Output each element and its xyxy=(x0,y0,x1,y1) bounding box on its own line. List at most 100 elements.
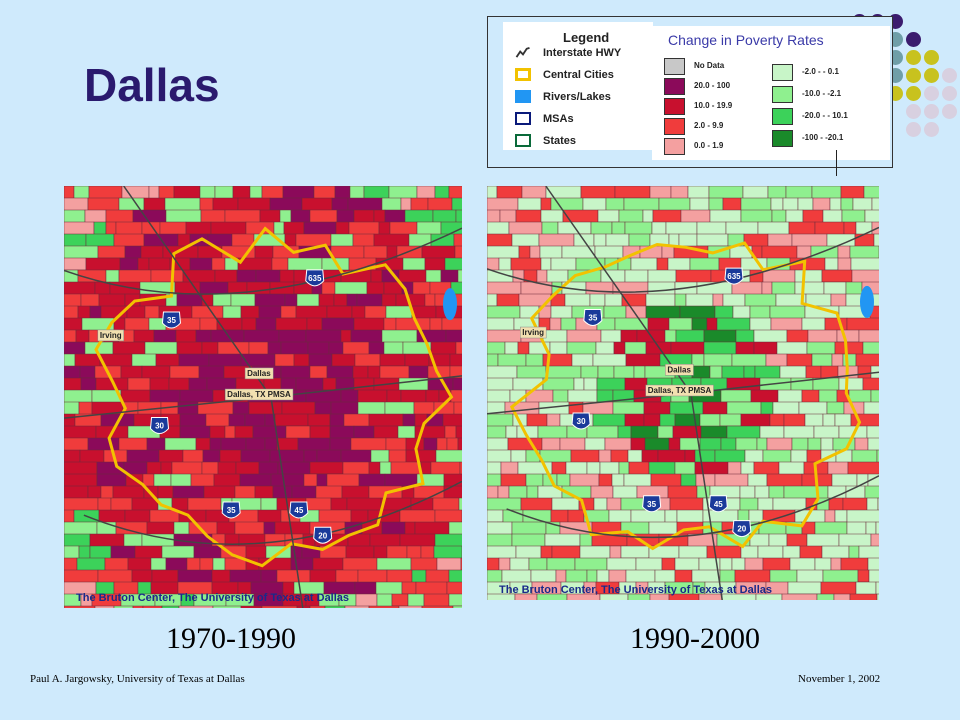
svg-text:Dallas: Dallas xyxy=(247,369,271,378)
census-tract xyxy=(64,257,87,271)
census-tract xyxy=(146,437,166,452)
swatch xyxy=(664,98,685,115)
census-tract xyxy=(150,269,184,283)
class-label: 0.0 - 1.9 xyxy=(694,141,724,150)
svg-text:30: 30 xyxy=(155,422,164,431)
census-tract xyxy=(696,485,711,499)
census-tract xyxy=(155,353,180,367)
class-label: 10.0 - 19.9 xyxy=(694,101,733,110)
census-tract xyxy=(448,593,462,607)
census-tract xyxy=(769,413,785,427)
census-tract xyxy=(376,557,412,571)
decor-dot xyxy=(906,50,921,65)
census-tract xyxy=(875,581,879,600)
census-tract xyxy=(455,341,462,366)
census-tract xyxy=(876,449,879,473)
census-tract xyxy=(261,605,298,608)
census-tract xyxy=(806,533,840,548)
census-tract xyxy=(383,317,397,332)
legend-label: MSAs xyxy=(543,113,574,125)
interstate-highway xyxy=(506,475,879,539)
class-label: -10.0 - -2.1 xyxy=(802,89,842,98)
census-tract xyxy=(97,245,126,259)
census-tract xyxy=(94,605,115,608)
interstate-highway xyxy=(487,226,879,293)
decor-dot xyxy=(906,104,921,119)
census-tract xyxy=(172,485,205,499)
census-tract xyxy=(641,449,659,464)
census-tract xyxy=(674,557,700,572)
legend-label: Central Cities xyxy=(543,69,614,81)
census-tract xyxy=(379,461,392,476)
decor-dot xyxy=(924,50,939,65)
census-tract xyxy=(234,521,265,536)
legend-heading: Legend xyxy=(563,30,610,45)
census-tract xyxy=(511,233,540,248)
interstate-shield: 635 xyxy=(724,267,744,285)
census-tract xyxy=(131,569,153,583)
svg-text:20: 20 xyxy=(737,525,746,534)
svg-text:635: 635 xyxy=(308,274,322,283)
census-tract xyxy=(329,413,345,428)
census-tract xyxy=(306,317,323,331)
census-tract xyxy=(487,593,516,600)
place-label: Dallas xyxy=(665,364,694,376)
census-tract xyxy=(142,605,163,608)
census-tract xyxy=(876,593,879,600)
census-tract xyxy=(326,365,354,379)
census-tract xyxy=(498,257,512,272)
footer-date: November 1, 2002 xyxy=(798,673,881,685)
poverty-class: -20.0 - - 10.1 xyxy=(772,108,882,128)
census-tract xyxy=(487,473,502,488)
census-tract xyxy=(249,186,263,199)
census-tract xyxy=(210,221,247,236)
decor-dot xyxy=(924,68,939,83)
census-tract xyxy=(344,605,370,608)
decor-dot xyxy=(906,122,921,137)
census-tract xyxy=(706,317,718,332)
decor-dot xyxy=(942,104,957,119)
svg-text:45: 45 xyxy=(294,506,303,515)
census-tract xyxy=(870,365,879,388)
class-label: No Data xyxy=(694,61,725,70)
interstate-shield: 35 xyxy=(161,311,181,329)
interstate-shield: 35 xyxy=(221,501,241,519)
poverty-class: 0.0 - 1.9 xyxy=(664,138,774,158)
place-label: Dallas, TX PMSA xyxy=(224,388,294,401)
census-tract xyxy=(487,485,499,500)
svg-text:Dallas: Dallas xyxy=(667,365,691,374)
census-tract xyxy=(448,521,462,536)
census-tract xyxy=(280,305,297,319)
svg-text:30: 30 xyxy=(577,417,586,426)
census-tract xyxy=(725,221,759,236)
census-tract xyxy=(870,389,879,406)
census-tract xyxy=(386,569,413,584)
census-tract xyxy=(458,497,462,521)
poverty-class: No Data xyxy=(664,58,774,78)
class-label: -2.0 - - 0.1 xyxy=(802,67,839,76)
census-tract xyxy=(87,485,102,499)
interstate-shield: 35 xyxy=(642,495,662,513)
census-tract xyxy=(133,329,155,343)
map-credit: The Bruton Center, The University of Tex… xyxy=(76,592,350,604)
poverty-class: 2.0 - 9.9 xyxy=(664,118,774,138)
census-tract xyxy=(620,545,650,559)
census-tract xyxy=(840,557,869,572)
census-tract xyxy=(64,473,98,488)
footer-author: Paul A. Jargowsky, University of Texas a… xyxy=(30,673,245,685)
census-tract xyxy=(261,186,284,200)
census-tract xyxy=(64,197,89,212)
swatch xyxy=(772,64,793,81)
census-tract xyxy=(834,509,848,523)
census-tract xyxy=(401,581,417,595)
census-tract xyxy=(322,377,337,391)
map-period-label: 1970-1990 xyxy=(166,622,296,655)
census-tract xyxy=(854,233,875,248)
svg-text:35: 35 xyxy=(227,506,236,515)
census-tract xyxy=(366,281,385,296)
census-tract xyxy=(234,425,254,439)
census-tract xyxy=(413,401,435,416)
census-tract xyxy=(274,413,309,427)
legend-item-msas: MSAs xyxy=(513,110,653,130)
census-tract xyxy=(89,533,125,548)
